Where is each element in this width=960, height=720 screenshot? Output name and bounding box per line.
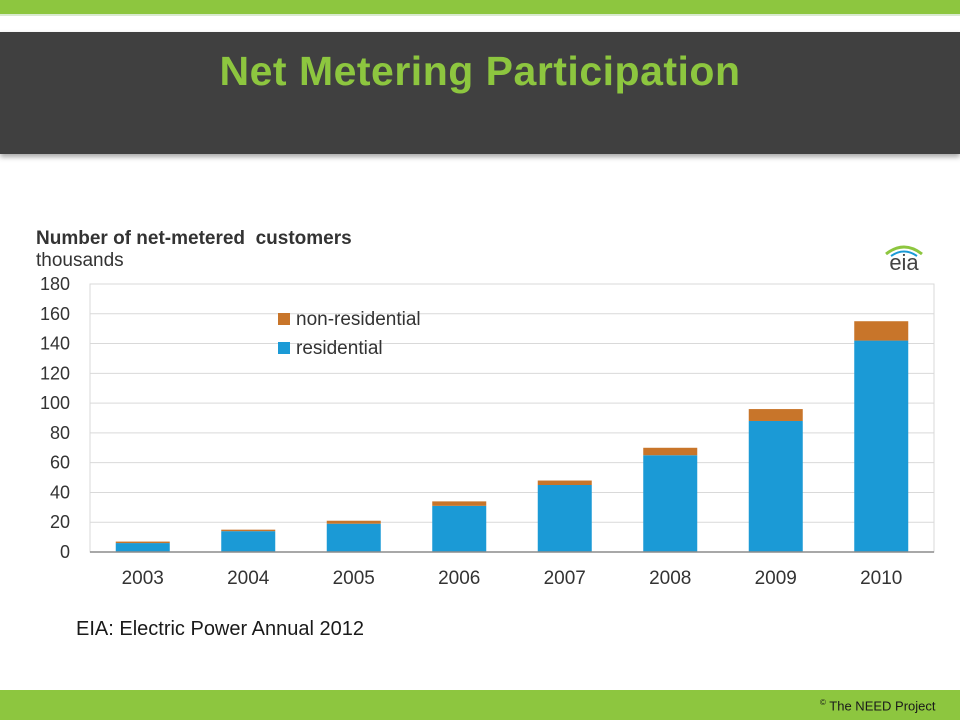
y-tick-label: 100: [40, 393, 70, 413]
top-accent-line: [0, 14, 960, 16]
bar-non-residential-2004: [221, 529, 276, 532]
x-tick-label: 2003: [122, 568, 164, 589]
legend-label-non-residential: non-residential: [296, 309, 421, 330]
y-tick-label: 120: [40, 363, 70, 383]
copyright-symbol: ©: [820, 698, 826, 707]
x-tick-label: 2006: [438, 568, 480, 589]
eia-logo: eia: [885, 245, 923, 275]
copyright-text: The NEED Project: [829, 698, 936, 714]
net-metering-chart: Number of net-metered customers thousand…: [36, 228, 935, 589]
y-tick-label: 80: [50, 423, 70, 443]
plot-frame: [89, 283, 935, 553]
bar-residential-2009: [748, 420, 803, 552]
y-tick-label: 60: [50, 453, 70, 473]
x-tick-label: 2007: [544, 568, 586, 589]
y-tick-label: 20: [50, 512, 70, 532]
source-citation: EIA: Electric Power Annual 2012: [76, 618, 364, 640]
eia-logo-arc: [885, 245, 923, 256]
x-tick-label: 2010: [860, 568, 902, 589]
x-tick-label: 2004: [227, 568, 270, 589]
legend-swatch-residential: [278, 342, 290, 354]
y-tick-label: 0: [60, 542, 70, 562]
title-band: [0, 32, 960, 154]
bar-residential-2008: [643, 455, 698, 552]
chart-container: Number of net-metered customers thousand…: [30, 220, 942, 600]
bar-non-residential-2007: [537, 480, 592, 485]
legend-swatch-non-residential: [278, 313, 290, 325]
bar-non-residential-2006: [432, 501, 487, 506]
legend-label-residential: residential: [296, 338, 383, 359]
chart-title: Number of net-metered customers: [36, 228, 352, 249]
y-tick-label: 160: [40, 304, 70, 324]
copyright-notice: © The NEED Project: [820, 698, 960, 713]
bar-residential-2004: [221, 531, 276, 552]
slide-title: Net Metering Participation: [219, 48, 741, 94]
bar-residential-2010: [854, 340, 909, 552]
eia-logo-text: eia: [889, 250, 919, 275]
x-tick-label: 2009: [755, 568, 797, 589]
bar-residential-2003: [115, 543, 170, 552]
bar-non-residential-2003: [115, 541, 170, 544]
eia-logo-arc-inner: [890, 250, 918, 257]
y-tick-label: 40: [50, 482, 70, 502]
bar-residential-2007: [537, 485, 592, 552]
x-tick-label: 2008: [649, 568, 691, 589]
y-tick-label: 180: [40, 274, 70, 294]
chart-subtitle: thousands: [36, 250, 124, 271]
bar-non-residential-2010: [854, 321, 909, 341]
bar-residential-2006: [432, 505, 487, 552]
bar-non-residential-2009: [748, 409, 803, 421]
top-accent-bar: [0, 0, 960, 14]
bottom-accent-bar: [0, 690, 960, 720]
bar-non-residential-2008: [643, 447, 698, 456]
bar-residential-2005: [326, 523, 381, 552]
y-tick-label: 140: [40, 334, 70, 354]
x-tick-label: 2005: [333, 568, 375, 589]
bar-non-residential-2005: [326, 520, 381, 524]
